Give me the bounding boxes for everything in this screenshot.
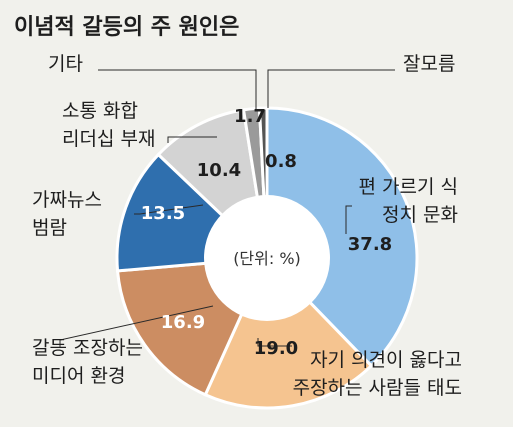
value-label-6: 1.7 (234, 106, 266, 127)
leader-line-7 (267, 69, 395, 108)
category-label-1-line-2: 정치 문화 (382, 204, 458, 226)
value-label-4: 13.5 (141, 203, 185, 224)
leader-line-4 (134, 204, 204, 215)
value-label-7: 0.8 (265, 151, 297, 172)
category-label-6-line-1: 기타 (48, 53, 83, 75)
category-label-3-line-1: 갈등 조장하는 (32, 337, 143, 359)
category-label-7-line-1: 잘모름 (403, 53, 455, 75)
pie-slice-1 (265, 106, 419, 368)
leader-line-2 (257, 338, 292, 347)
leader-line-3 (59, 305, 214, 347)
category-label-2-line-1: 자기 의견이 옳다고 (310, 349, 462, 371)
category-label-1-line-1: 편 가르기 식 (359, 176, 458, 198)
chart-title: 이념적 갈등의 주 원인은 (14, 15, 239, 40)
category-label-2-line-2: 주장하는 사람들 태도 (293, 377, 462, 399)
leader-line-5 (167, 136, 217, 143)
leader-line-1 (345, 205, 352, 234)
category-label-4-line-1: 가짜뉴스 (32, 189, 102, 211)
leader-lines (59, 69, 395, 347)
value-label-3: 16.9 (161, 312, 205, 333)
category-label-5-line-2: 리더십 부재 (62, 128, 155, 150)
value-label-2: 19.0 (254, 338, 298, 359)
donut-hole (204, 195, 330, 321)
value-label-1: 37.8 (348, 234, 392, 255)
leader-line-6 (98, 69, 257, 110)
value-label-5: 10.4 (197, 160, 241, 181)
category-label-4-line-2: 범람 (32, 217, 67, 239)
pie-slice-2 (203, 255, 374, 410)
category-label-5-line-1: 소통 화합 (62, 100, 138, 122)
category-label-3-line-2: 미디어 환경 (32, 365, 125, 387)
unit-label: (단위: %) (233, 249, 301, 268)
